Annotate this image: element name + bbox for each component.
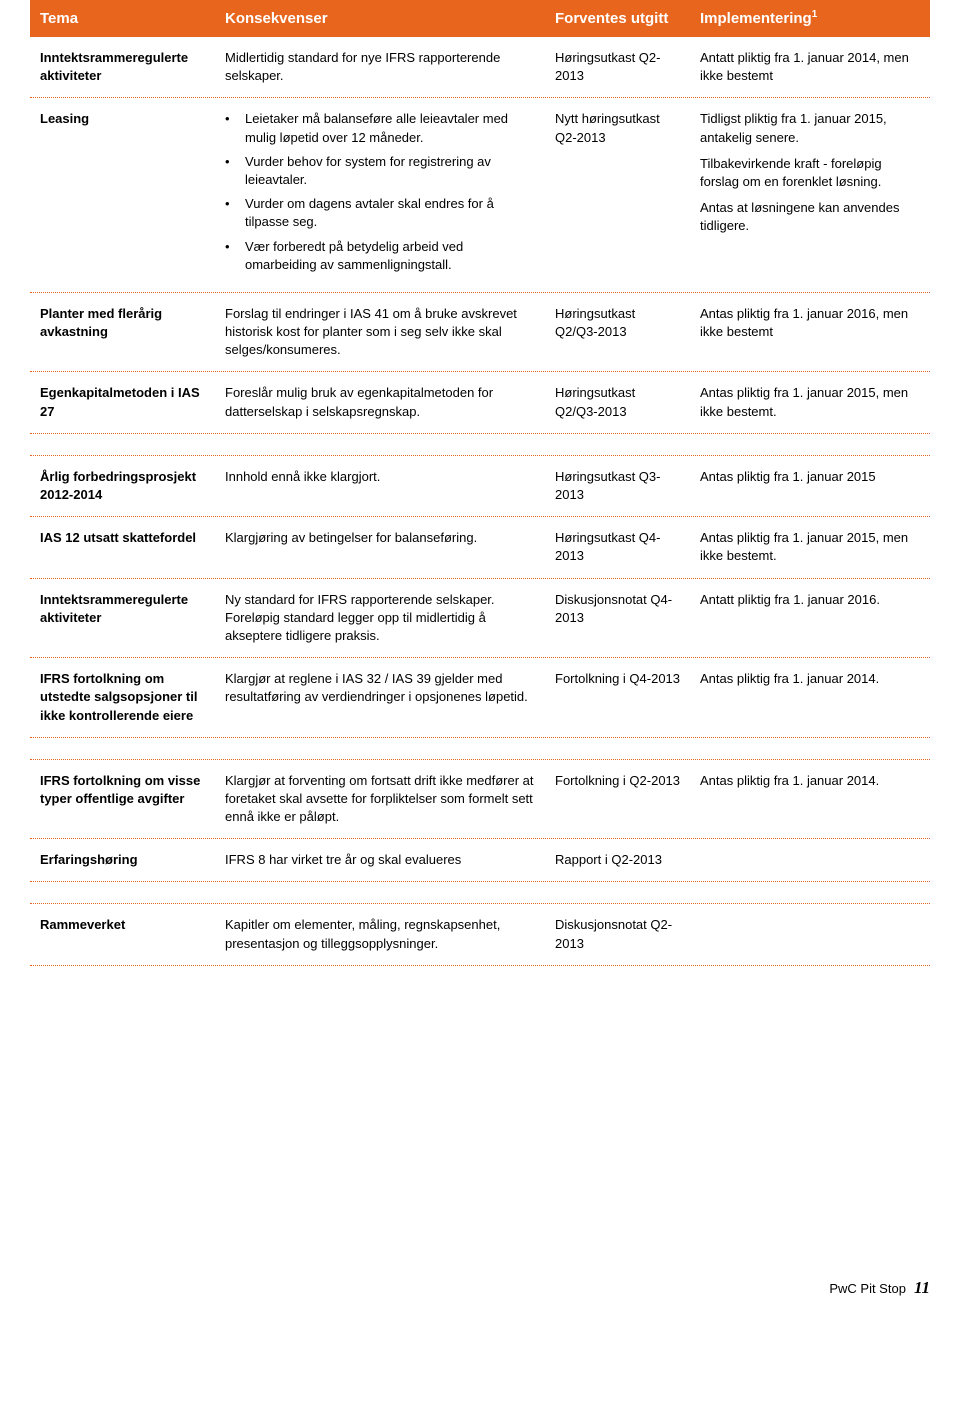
table-row: Inntektsrammeregulerte aktiviteter Midle… [30, 37, 930, 98]
cell-expected: Høringsutkast Q2/Q3-2013 [545, 384, 690, 420]
cell-cons: Midlertidig standard for nye IFRS rappor… [215, 49, 545, 85]
table-row: Rammeverket Kapitler om elementer, målin… [30, 904, 930, 965]
th-implementering: Implementering1 [690, 0, 930, 37]
cell-expected: Nytt høringsutkast Q2-2013 [545, 110, 690, 280]
th-implementering-text: Implementering [700, 10, 812, 27]
cell-topic: Leasing [30, 110, 215, 280]
section-spacer [30, 882, 930, 904]
table-row: Egenkapitalmetoden i IAS 27 Foreslår mul… [30, 372, 930, 433]
bullet-item: •Vær forberedt på betydelig arbeid ved o… [225, 238, 535, 274]
table-row: IAS 12 utsatt skattefordel Klargjøring a… [30, 517, 930, 578]
cell-impl: Antas pliktig fra 1. januar 2014. [690, 670, 930, 725]
cell-impl [690, 916, 930, 952]
cell-cons: Klargjør at reglene i IAS 32 / IAS 39 gj… [215, 670, 545, 725]
cell-cons: Klargjøring av betingelser for balansefø… [215, 529, 545, 565]
cell-topic: Årlig forbedringsprosjekt 2012-2014 [30, 468, 215, 504]
cell-cons: Kapitler om elementer, måling, regnskaps… [215, 916, 545, 952]
cell-cons: Innhold ennå ikke klargjort. [215, 468, 545, 504]
cell-impl: Antas pliktig fra 1. januar 2014. [690, 772, 930, 827]
cell-expected: Fortolkning i Q2-2013 [545, 772, 690, 827]
cell-topic: Inntektsrammeregulerte aktiviteter [30, 591, 215, 646]
cell-impl [690, 851, 930, 869]
table-row: Inntektsrammeregulerte aktiviteter Ny st… [30, 579, 930, 659]
bullet-item: •Leietaker må balanseføre alle leieavtal… [225, 110, 535, 146]
cell-expected: Høringsutkast Q3-2013 [545, 468, 690, 504]
cell-impl: Antas pliktig fra 1. januar 2015, men ik… [690, 529, 930, 565]
cell-cons: •Leietaker må balanseføre alle leieavtal… [215, 110, 545, 280]
th-konsekvenser: Konsekvenser [215, 0, 545, 37]
bullet-text: Vær forberedt på betydelig arbeid ved om… [245, 238, 535, 274]
cell-impl: Antatt pliktig fra 1. januar 2016. [690, 591, 930, 646]
bullet-text: Leietaker må balanseføre alle leieavtale… [245, 110, 535, 146]
cell-topic: Rammeverket [30, 916, 215, 952]
cell-expected: Høringsutkast Q2/Q3-2013 [545, 305, 690, 360]
cell-topic: IFRS fortolkning om visse typer offentli… [30, 772, 215, 827]
impl-para: Tilbakevirkende kraft - foreløpig forsla… [700, 155, 920, 191]
cell-topic: Planter med flerårig avkastning [30, 305, 215, 360]
cell-cons: Foreslår mulig bruk av egenkapitalmetode… [215, 384, 545, 420]
cell-impl: Antas pliktig fra 1. januar 2015 [690, 468, 930, 504]
table-row: Planter med flerårig avkastning Forslag … [30, 293, 930, 373]
th-forventes: Forventes utgitt [545, 0, 690, 37]
bullet-text: Vurder behov for system for registrering… [245, 153, 535, 189]
table-row: IFRS fortolkning om utstedte salgsopsjon… [30, 658, 930, 738]
cell-expected: Diskusjonsnotat Q4-2013 [545, 591, 690, 646]
cell-expected: Høringsutkast Q2-2013 [545, 49, 690, 85]
section-spacer [30, 738, 930, 760]
cell-expected: Høringsutkast Q4-2013 [545, 529, 690, 565]
cell-topic: Erfaringshøring [30, 851, 215, 869]
table-row: Leasing •Leietaker må balanseføre alle l… [30, 98, 930, 293]
bullet-list: •Leietaker må balanseføre alle leieavtal… [225, 110, 535, 274]
th-tema: Tema [30, 0, 215, 37]
page-footer: PwC Pit Stop 11 [0, 1276, 960, 1320]
cell-topic: IFRS fortolkning om utstedte salgsopsjon… [30, 670, 215, 725]
cell-expected: Fortolkning i Q4-2013 [545, 670, 690, 725]
impl-para: Tidligst pliktig fra 1. januar 2015, ant… [700, 110, 920, 146]
cell-cons: Klargjør at forventing om fortsatt drift… [215, 772, 545, 827]
cell-impl: Antas pliktig fra 1. januar 2016, men ik… [690, 305, 930, 360]
table-row: Årlig forbedringsprosjekt 2012-2014 Innh… [30, 456, 930, 517]
cell-cons: Forslag til endringer i IAS 41 om å bruk… [215, 305, 545, 360]
bullet-text: Vurder om dagens avtaler skal endres for… [245, 195, 535, 231]
impl-para: Antas at løsningene kan anvendes tidlige… [700, 199, 920, 235]
th-sup: 1 [812, 9, 818, 20]
cell-cons: IFRS 8 har virket tre år og skal evaluer… [215, 851, 545, 869]
cell-topic: IAS 12 utsatt skattefordel [30, 529, 215, 565]
bullet-item: •Vurder om dagens avtaler skal endres fo… [225, 195, 535, 231]
bullet-item: •Vurder behov for system for registrerin… [225, 153, 535, 189]
cell-impl: Antatt pliktig fra 1. januar 2014, men i… [690, 49, 930, 85]
cell-expected: Rapport i Q2-2013 [545, 851, 690, 869]
cell-impl: Antas pliktig fra 1. januar 2015, men ik… [690, 384, 930, 420]
cell-topic: Inntektsrammeregulerte aktiviteter [30, 49, 215, 85]
cell-impl: Tidligst pliktig fra 1. januar 2015, ant… [690, 110, 930, 280]
footer-label: PwC Pit Stop [829, 1280, 906, 1298]
table-row: IFRS fortolkning om visse typer offentli… [30, 760, 930, 840]
cell-topic: Egenkapitalmetoden i IAS 27 [30, 384, 215, 420]
cell-expected: Diskusjonsnotat Q2-2013 [545, 916, 690, 952]
table-row: Erfaringshøring IFRS 8 har virket tre år… [30, 839, 930, 882]
section-spacer [30, 434, 930, 456]
cell-cons: Ny standard for IFRS rapporterende selsk… [215, 591, 545, 646]
table-header: Tema Konsekvenser Forventes utgitt Imple… [30, 0, 930, 37]
page-number: 11 [914, 1276, 930, 1300]
